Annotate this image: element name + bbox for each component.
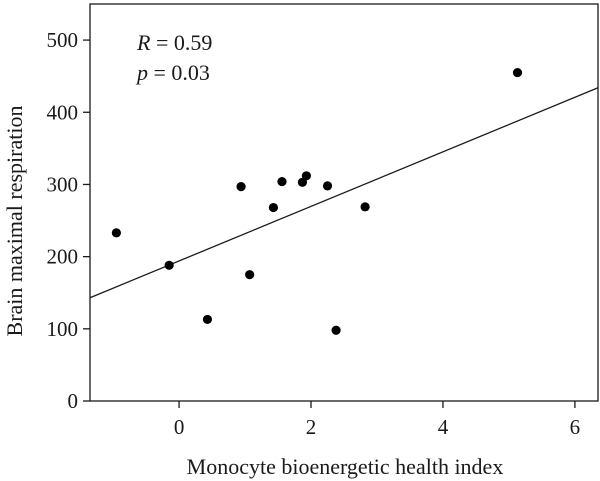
x-tick-label: 6 bbox=[570, 415, 581, 439]
data-point bbox=[360, 202, 370, 212]
data-point bbox=[322, 181, 333, 191]
data-point bbox=[301, 171, 311, 181]
data-point bbox=[277, 176, 287, 187]
y-axis-title: Brain maximal respiration bbox=[2, 106, 27, 337]
y-tick-label: 100 bbox=[47, 317, 79, 341]
regression-line bbox=[89, 87, 599, 299]
y-tick-label: 300 bbox=[47, 172, 79, 196]
data-point bbox=[202, 314, 213, 325]
annotation-p-value: = 0.03 bbox=[148, 60, 210, 85]
plot-frame bbox=[89, 3, 599, 402]
data-point bbox=[236, 182, 246, 192]
data-point bbox=[164, 260, 174, 270]
x-tick-label: 4 bbox=[438, 415, 449, 439]
x-tick-label: 0 bbox=[174, 415, 185, 439]
data-point bbox=[111, 228, 121, 238]
plot-area: 0 100 200 300 400 500 0 2 4 6 bbox=[47, 3, 599, 439]
data-point bbox=[512, 67, 523, 78]
annotation-p-symbol: p bbox=[135, 60, 148, 85]
annotation-p: p = 0.03 bbox=[135, 60, 210, 85]
y-tick-label: 500 bbox=[47, 28, 79, 52]
data-point bbox=[245, 270, 255, 280]
annotation-r-symbol: R bbox=[136, 30, 151, 55]
x-axis-title: Monocyte bioenergetic health index bbox=[187, 454, 504, 479]
data-point bbox=[331, 325, 341, 335]
y-tick-label: 0 bbox=[68, 389, 79, 413]
x-tick-label: 2 bbox=[306, 415, 317, 439]
y-tick-label: 400 bbox=[47, 100, 79, 124]
annotation-r-value: = 0.59 bbox=[150, 30, 212, 55]
data-point bbox=[268, 202, 279, 213]
y-tick-label: 200 bbox=[47, 245, 79, 269]
annotation-r: R = 0.59 bbox=[136, 30, 212, 55]
